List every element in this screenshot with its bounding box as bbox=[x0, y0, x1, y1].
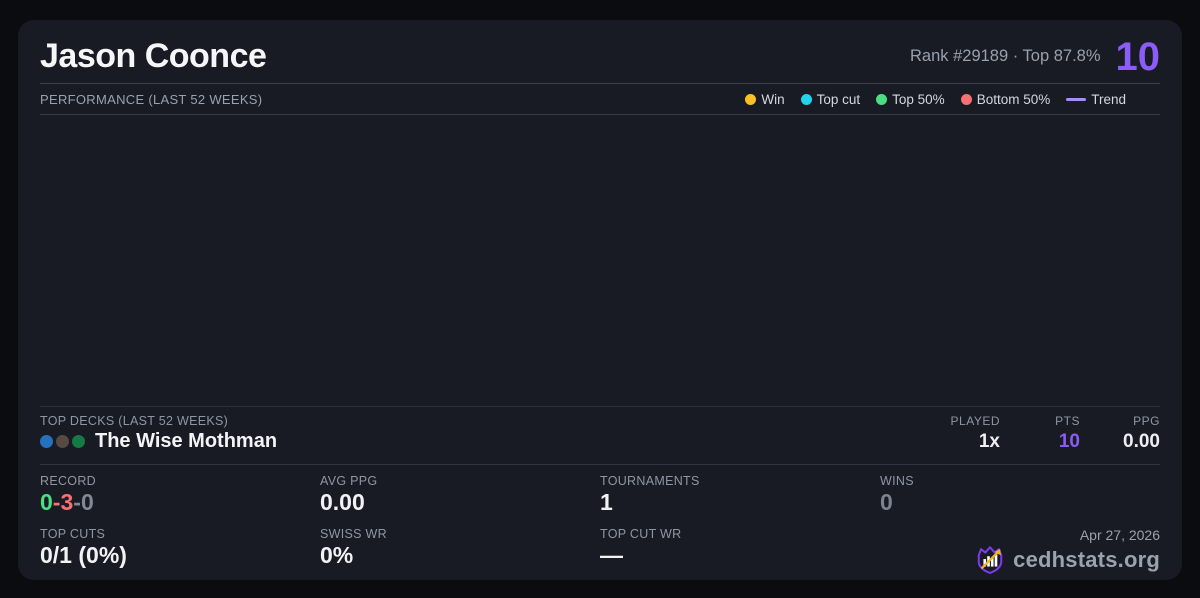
win-dot-icon bbox=[745, 93, 757, 105]
footer-branding: Apr 27, 2026 cedhstats.org bbox=[880, 527, 1160, 580]
top-cut-wr-value: — bbox=[600, 542, 623, 568]
record-label: RECORD bbox=[40, 474, 96, 488]
mana-black-dot-icon bbox=[56, 435, 69, 448]
deck-color-identity-icons bbox=[40, 435, 85, 448]
top-cuts-value: 0/1 (0%) bbox=[40, 542, 127, 568]
mana-green-dot-icon bbox=[72, 435, 85, 448]
legend-label: Win bbox=[761, 91, 785, 107]
mana-blue-dot-icon bbox=[40, 435, 53, 448]
stats-grid: RECORD 0-3-0 AVG PPG 0.00 TOURNAMENTS 1 … bbox=[40, 465, 1160, 580]
stat-top-cuts: TOP CUTS 0/1 (0%) bbox=[40, 527, 320, 580]
avg-ppg-label: AVG PPG bbox=[320, 474, 378, 488]
avg-ppg-value: 0.00 bbox=[320, 489, 365, 515]
legend-item-bottom50[interactable]: Bottom 50% bbox=[960, 91, 1051, 107]
deck-stat-columns: PLAYED 1x PTS 10 PPG 0.00 bbox=[920, 414, 1160, 464]
legend-item-win[interactable]: Win bbox=[745, 91, 785, 107]
deck-name[interactable]: The Wise Mothman bbox=[95, 430, 278, 452]
record-wins: 0 bbox=[40, 489, 53, 515]
deck-pts-value: 10 bbox=[1058, 431, 1080, 452]
record-draws: 0 bbox=[80, 489, 94, 515]
legend-label: Top cut bbox=[816, 91, 861, 107]
card-header: Jason Coonce Rank #29189 · Top 87.8% 10 bbox=[40, 20, 1160, 84]
top50-dot-icon bbox=[876, 93, 888, 105]
deck-played-value: 1x bbox=[978, 431, 1000, 452]
stat-top-cut-wr: TOP CUT WR — bbox=[600, 527, 880, 580]
stat-tournaments: TOURNAMENTS 1 bbox=[600, 474, 880, 527]
top-cut-wr-label: TOP CUT WR bbox=[600, 527, 682, 541]
top-decks-left: TOP DECKS (LAST 52 WEEKS) The Wise Mothm… bbox=[40, 414, 277, 464]
trend-line-icon bbox=[1066, 97, 1087, 101]
stat-swiss-wr: SWISS WR 0% bbox=[320, 527, 600, 580]
deck-pts-column: PTS 10 bbox=[1000, 414, 1080, 464]
pts-column-header: PTS bbox=[1055, 414, 1080, 428]
legend-item-topcut[interactable]: Top cut bbox=[800, 91, 861, 107]
bottom50-dot-icon bbox=[960, 93, 972, 105]
deck-ppg-column: PPG 0.00 bbox=[1080, 414, 1160, 464]
played-column-header: PLAYED bbox=[950, 414, 1000, 428]
legend-item-trend[interactable]: Trend bbox=[1066, 92, 1126, 107]
deck-ppg-value: 0.00 bbox=[1123, 431, 1160, 452]
top-decks-title: TOP DECKS (LAST 52 WEEKS) bbox=[40, 414, 229, 428]
header-rank-group: Rank #29189 · Top 87.8% 10 bbox=[910, 37, 1160, 77]
cedhstats-logo-icon bbox=[977, 546, 1003, 574]
stat-avg-ppg: AVG PPG 0.00 bbox=[320, 474, 600, 527]
record-losses: 3 bbox=[60, 489, 74, 515]
player-name: Jason Coonce bbox=[40, 37, 267, 75]
legend-label: Top 50% bbox=[892, 91, 945, 107]
topcut-dot-icon bbox=[800, 93, 812, 105]
player-stats-card: Jason Coonce Rank #29189 · Top 87.8% 10 … bbox=[18, 20, 1182, 580]
tournaments-label: TOURNAMENTS bbox=[600, 474, 700, 488]
tournaments-value: 1 bbox=[600, 489, 613, 515]
deck-played-column: PLAYED 1x bbox=[920, 414, 1000, 464]
wins-label: WINS bbox=[880, 474, 914, 488]
brand-row: cedhstats.org bbox=[975, 545, 1160, 575]
site-name: cedhstats.org bbox=[1013, 547, 1160, 572]
stat-wins: WINS 0 bbox=[880, 474, 1160, 527]
rank-text: Rank #29189 · Top 87.8% bbox=[910, 47, 1101, 65]
record-separator: - bbox=[73, 489, 81, 515]
player-points: 10 bbox=[1115, 34, 1161, 79]
performance-chart-plot-area bbox=[40, 115, 1160, 407]
ppg-column-header: PPG bbox=[1133, 414, 1160, 428]
deck-row[interactable]: The Wise Mothman bbox=[40, 430, 277, 453]
record-value: 0-3-0 bbox=[40, 489, 320, 515]
performance-title: PERFORMANCE (LAST 52 WEEKS) bbox=[40, 91, 263, 107]
record-separator: - bbox=[52, 489, 61, 515]
top-cuts-label: TOP CUTS bbox=[40, 527, 106, 541]
legend-label: Trend bbox=[1091, 91, 1126, 107]
top-decks-section: TOP DECKS (LAST 52 WEEKS) The Wise Mothm… bbox=[40, 407, 1160, 465]
stat-record: RECORD 0-3-0 bbox=[40, 474, 320, 527]
swiss-wr-value: 0% bbox=[320, 542, 354, 568]
legend-item-top50[interactable]: Top 50% bbox=[876, 92, 945, 107]
swiss-wr-label: SWISS WR bbox=[320, 527, 387, 541]
footer-date: Apr 27, 2026 bbox=[1079, 527, 1160, 543]
performance-header: PERFORMANCE (LAST 52 WEEKS) Win Top cut … bbox=[40, 84, 1160, 115]
wins-value: 0 bbox=[880, 489, 893, 515]
chart-legend: Win Top cut Top 50% Bottom 50% Trend bbox=[745, 92, 1160, 107]
legend-label: Bottom 50% bbox=[976, 91, 1051, 107]
